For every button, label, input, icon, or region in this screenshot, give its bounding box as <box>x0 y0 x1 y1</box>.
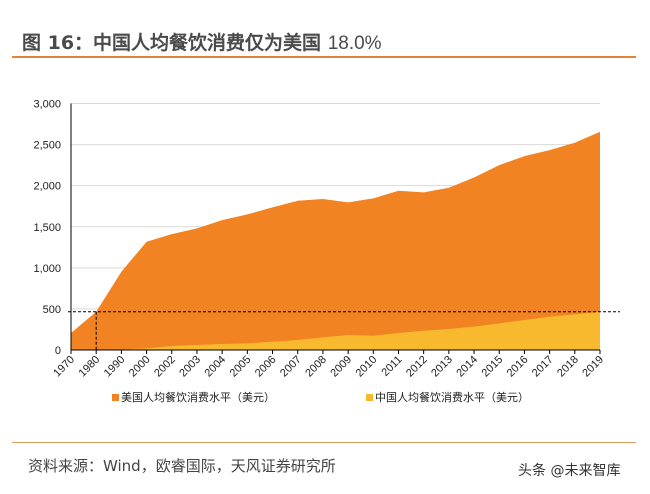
x-tick-label: 2010 <box>354 354 380 380</box>
y-tick-label: 500 <box>43 304 61 316</box>
legend-item-china: 中国人均餐饮消费水平（美元） <box>366 389 529 405</box>
y-tick-label: 0 <box>55 345 61 357</box>
title-divider <box>12 56 636 58</box>
x-tick-label: 2015 <box>480 354 506 380</box>
x-tick-label: 1990 <box>102 354 128 380</box>
x-tick-label: 2006 <box>253 354 279 380</box>
page-title: 图 16：中国人均餐饮消费仅为美国 18.0% <box>22 28 382 55</box>
x-tick-label: 2013 <box>429 354 455 380</box>
y-tick-label: 2,000 <box>33 181 61 193</box>
x-tick-label: 2002 <box>152 354 178 380</box>
y-tick-label: 1,500 <box>33 222 61 234</box>
title-text: 图 16：中国人均餐饮消费仅为美国 <box>22 32 322 54</box>
legend-item-us: 美国人均餐饮消费水平（美元） <box>112 389 275 405</box>
y-tick-label: 3,000 <box>33 99 61 111</box>
x-tick-label: 2019 <box>580 354 606 380</box>
x-tick-label: 2016 <box>505 354 531 380</box>
legend-label-us: 美国人均餐饮消费水平（美元） <box>121 391 275 404</box>
y-tick-label: 2,500 <box>33 140 61 152</box>
x-tick-label: 2008 <box>303 354 329 380</box>
series-area-china <box>71 311 600 350</box>
x-tick-label: 2018 <box>555 354 581 380</box>
x-tick-label: 2012 <box>404 354 430 380</box>
x-tick-label: 1980 <box>77 354 103 380</box>
watermark: 头条 @未来智库 <box>518 463 621 479</box>
x-tick-label: 2011 <box>379 354 404 379</box>
x-tick-label: 1970 <box>51 354 77 380</box>
legend-label-china: 中国人均餐饮消费水平（美元） <box>375 391 529 404</box>
legend-swatch-china <box>366 393 373 401</box>
x-tick-label: 2009 <box>328 354 354 380</box>
x-tick-label: 2004 <box>202 354 228 380</box>
x-tick-label: 2000 <box>127 354 153 380</box>
series-area-us <box>71 131 600 350</box>
footer-divider <box>12 442 636 443</box>
x-tick-label: 2007 <box>278 354 304 380</box>
y-tick-label: 1,000 <box>33 263 61 275</box>
x-tick-label: 2003 <box>177 354 203 380</box>
legend-swatch-us <box>112 393 119 401</box>
title-value: 18.0% <box>327 33 382 54</box>
x-tick-label: 2014 <box>454 354 480 380</box>
x-tick-label: 2005 <box>228 354 254 380</box>
source-note: 资料来源：Wind，欧睿国际，天风证券研究所 <box>28 457 336 475</box>
x-tick-label: 2017 <box>530 354 556 380</box>
